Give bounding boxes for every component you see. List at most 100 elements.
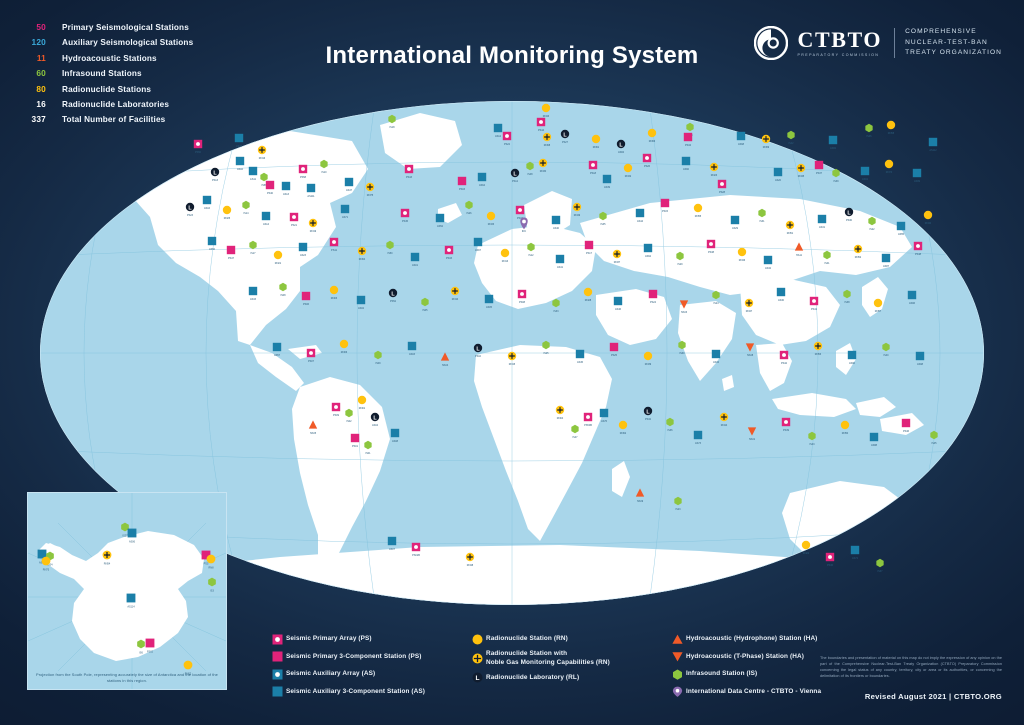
station-marker-rn-noblegas[interactable] (744, 298, 754, 308)
station-marker-rn[interactable] (541, 103, 551, 113)
map-station[interactable]: AS72 (850, 545, 860, 560)
map-station[interactable]: AS11 (248, 166, 258, 181)
map-station[interactable]: RN22 (801, 540, 811, 555)
map-station[interactable]: PS02B (411, 542, 420, 557)
station-marker-aux-3c[interactable] (915, 351, 925, 361)
station-marker-infrasound[interactable] (552, 298, 560, 308)
map-station[interactable]: IS24 (712, 290, 720, 305)
station-marker-rn-noblegas[interactable] (538, 158, 548, 168)
map-station[interactable]: RN49 (572, 202, 582, 217)
map-station[interactable]: IS08 (279, 282, 287, 297)
map-station[interactable]: HA01 (747, 427, 757, 441)
station-marker-infrasound[interactable] (678, 340, 686, 350)
station-marker-infrasound[interactable] (843, 289, 851, 299)
station-marker-aux-3c[interactable] (207, 236, 217, 246)
map-station[interactable]: PS19 (515, 205, 525, 220)
station-marker-rn-noblegas[interactable] (507, 351, 517, 361)
station-marker-aux-3c[interactable] (387, 536, 397, 546)
station-marker-aux-3c[interactable] (912, 168, 922, 178)
map-station[interactable]: RN45 (796, 163, 806, 178)
map-station[interactable]: IS33 (552, 298, 560, 313)
map-station[interactable]: RN58 (886, 120, 896, 135)
map-station[interactable]: PS34 (683, 132, 693, 147)
station-marker-aux-3c[interactable] (881, 253, 891, 263)
map-station[interactable]: IS35 (599, 211, 607, 226)
station-marker-rn-noblegas[interactable] (612, 249, 622, 259)
map-station[interactable]: PS03 (457, 176, 467, 191)
map-station[interactable]: IS37 (876, 558, 884, 573)
world-map-svg[interactable]: IS18RN43PS44AS12IS44PS34PS50RN16AS37PS22… (0, 95, 1024, 615)
station-marker-pri-array[interactable] (536, 117, 546, 127)
map-station[interactable]: RN06 (339, 339, 349, 354)
map-station[interactable]: RN40 (923, 210, 933, 225)
map-station[interactable]: IS14 (242, 200, 250, 215)
station-marker-infrasound[interactable] (527, 242, 535, 252)
station-marker-pri-array[interactable] (717, 179, 727, 189)
map-station[interactable]: RN66 (647, 128, 657, 143)
station-marker-aux-3c[interactable] (407, 341, 417, 351)
map-station[interactable]: RN32 (623, 163, 633, 178)
map-station[interactable]: AS41 (555, 254, 565, 269)
station-marker-aux-3c[interactable] (493, 123, 503, 133)
station-marker-infrasound[interactable] (465, 200, 473, 210)
map-station[interactable]: RN10 (450, 286, 460, 301)
map-station[interactable]: PS44 (536, 117, 546, 132)
map-station[interactable]: AS23 (298, 242, 308, 257)
map-station[interactable]: IS22 (868, 216, 876, 231)
station-marker-rn[interactable] (623, 163, 633, 173)
map-station[interactable]: L PS30 (844, 207, 854, 222)
station-marker-rn-noblegas[interactable] (365, 182, 375, 192)
station-marker-rn[interactable] (583, 287, 593, 297)
map-station[interactable]: PS39 (781, 417, 791, 432)
map-station[interactable]: IS05 (421, 297, 429, 312)
map-station[interactable]: L AS84 (616, 139, 626, 154)
inset-station[interactable]: PS02 (145, 638, 155, 654)
station-marker-aux-3c[interactable] (736, 131, 746, 141)
station-marker-aux-3c[interactable] (261, 211, 271, 221)
map-station[interactable]: RN50 (840, 420, 850, 435)
station-marker-pri-3c[interactable] (609, 342, 619, 352)
station-marker-pri-array[interactable] (404, 164, 414, 174)
station-marker-pri-array[interactable] (306, 348, 316, 358)
map-station[interactable]: L PS27 (560, 129, 570, 144)
station-marker-rn-noblegas[interactable] (719, 412, 729, 422)
map-station[interactable]: PS07 (306, 348, 316, 363)
map-station[interactable]: AS91 (860, 166, 870, 181)
map-station[interactable]: IS38 (843, 289, 851, 304)
map-station[interactable]: AS111 (306, 183, 316, 198)
station-marker-pri-array[interactable] (502, 131, 512, 141)
station-marker-rn[interactable] (329, 285, 339, 295)
station-marker-pri-3c[interactable] (201, 550, 211, 560)
map-station[interactable]: RN16 (257, 145, 267, 160)
station-marker-rn[interactable] (886, 120, 896, 130)
map-station[interactable]: PS22 (502, 131, 512, 146)
map-station[interactable]: AS67 (473, 237, 483, 252)
station-marker-rl[interactable]: L (210, 167, 220, 177)
map-station[interactable]: AS52 (435, 213, 445, 228)
map-station[interactable]: PS50 (193, 139, 203, 154)
station-marker-infrasound[interactable] (882, 342, 890, 352)
station-marker-rn[interactable] (41, 556, 51, 566)
station-marker-rn[interactable] (591, 134, 601, 144)
map-station[interactable]: PS40 (265, 180, 275, 195)
station-marker-rn[interactable] (357, 395, 367, 405)
inset-station[interactable]: IS6 (137, 639, 145, 655)
map-station[interactable]: PS37 (814, 160, 824, 175)
antarctica-inset-svg[interactable]: IS27AS06RN54AS21IS04RN73PS5RN8IS3AS114IS… (28, 493, 226, 689)
station-marker-infrasound[interactable] (260, 172, 268, 182)
map-station[interactable]: RN51 (785, 220, 795, 235)
station-marker-rn[interactable] (273, 250, 283, 260)
map-station[interactable]: AS05 (484, 294, 494, 309)
inset-station[interactable]: PS5 (201, 550, 211, 566)
map-station[interactable]: AS73 (693, 430, 703, 445)
station-marker-aux-3c[interactable] (390, 428, 400, 438)
station-marker-rn-noblegas[interactable] (257, 145, 267, 155)
map-station[interactable]: IS17 (249, 240, 257, 255)
station-marker-infrasound[interactable] (930, 430, 938, 440)
map-station[interactable]: IS31 (758, 208, 766, 223)
map-station[interactable]: PS36 (825, 552, 835, 567)
map-station[interactable]: PS01 (350, 433, 360, 448)
map-station[interactable]: AS50 (207, 236, 217, 251)
map-station[interactable]: AS60 (681, 156, 691, 171)
station-marker-ha-hydro[interactable] (794, 242, 804, 251)
